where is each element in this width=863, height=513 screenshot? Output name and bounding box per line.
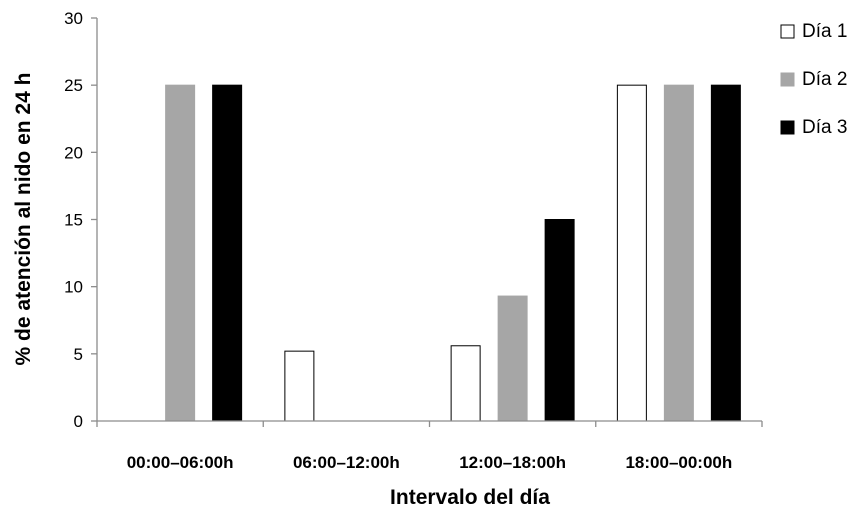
x-category-label: 18:00–00:00h [625,453,732,472]
y-tick-label: 30 [64,9,83,28]
y-tick-label: 25 [64,76,83,95]
bar-día-1-4 [616,84,647,422]
y-tick-label: 20 [64,143,83,162]
bar-día-1-3 [450,345,481,422]
y-axis-title: % de atención al nido en 24 h [12,73,35,366]
bar-día-2-3 [497,295,528,422]
y-tick-label: 15 [64,211,83,230]
legend-label: Día 3 [802,117,847,138]
y-tick-label: 0 [74,412,83,431]
legend-label: Día 2 [802,69,847,90]
y-axis-ticks: 0 5 10 15 20 25 30 [64,9,97,431]
x-axis-category-labels: 00:00–06:00h 06:00–12:00h 12:00–18:00h 18:0… [127,453,733,472]
bars [165,84,741,422]
bar-día-3-3 [544,219,575,422]
x-axis-title: Intervalo del día [390,486,550,509]
y-tick-label: 10 [64,278,83,297]
legend-swatch [780,24,795,39]
legend-swatch [780,72,795,87]
bar-día-2-1 [165,84,196,422]
legend-label: Día 1 [802,21,847,42]
bar-día-3-4 [710,84,741,422]
x-axis-ticks [96,421,763,427]
legend: Día 1 Día 2 Día 3 [780,21,847,138]
bar-día-2-4 [663,84,694,422]
x-category-label: 00:00–06:00h [127,453,234,472]
x-category-label: 06:00–12:00h [293,453,400,472]
legend-swatch [780,120,795,135]
x-category-label: 12:00–18:00h [459,453,566,472]
bar-día-1-2 [284,350,315,422]
bar-día-3-1 [212,84,243,422]
y-tick-label: 5 [74,345,83,364]
